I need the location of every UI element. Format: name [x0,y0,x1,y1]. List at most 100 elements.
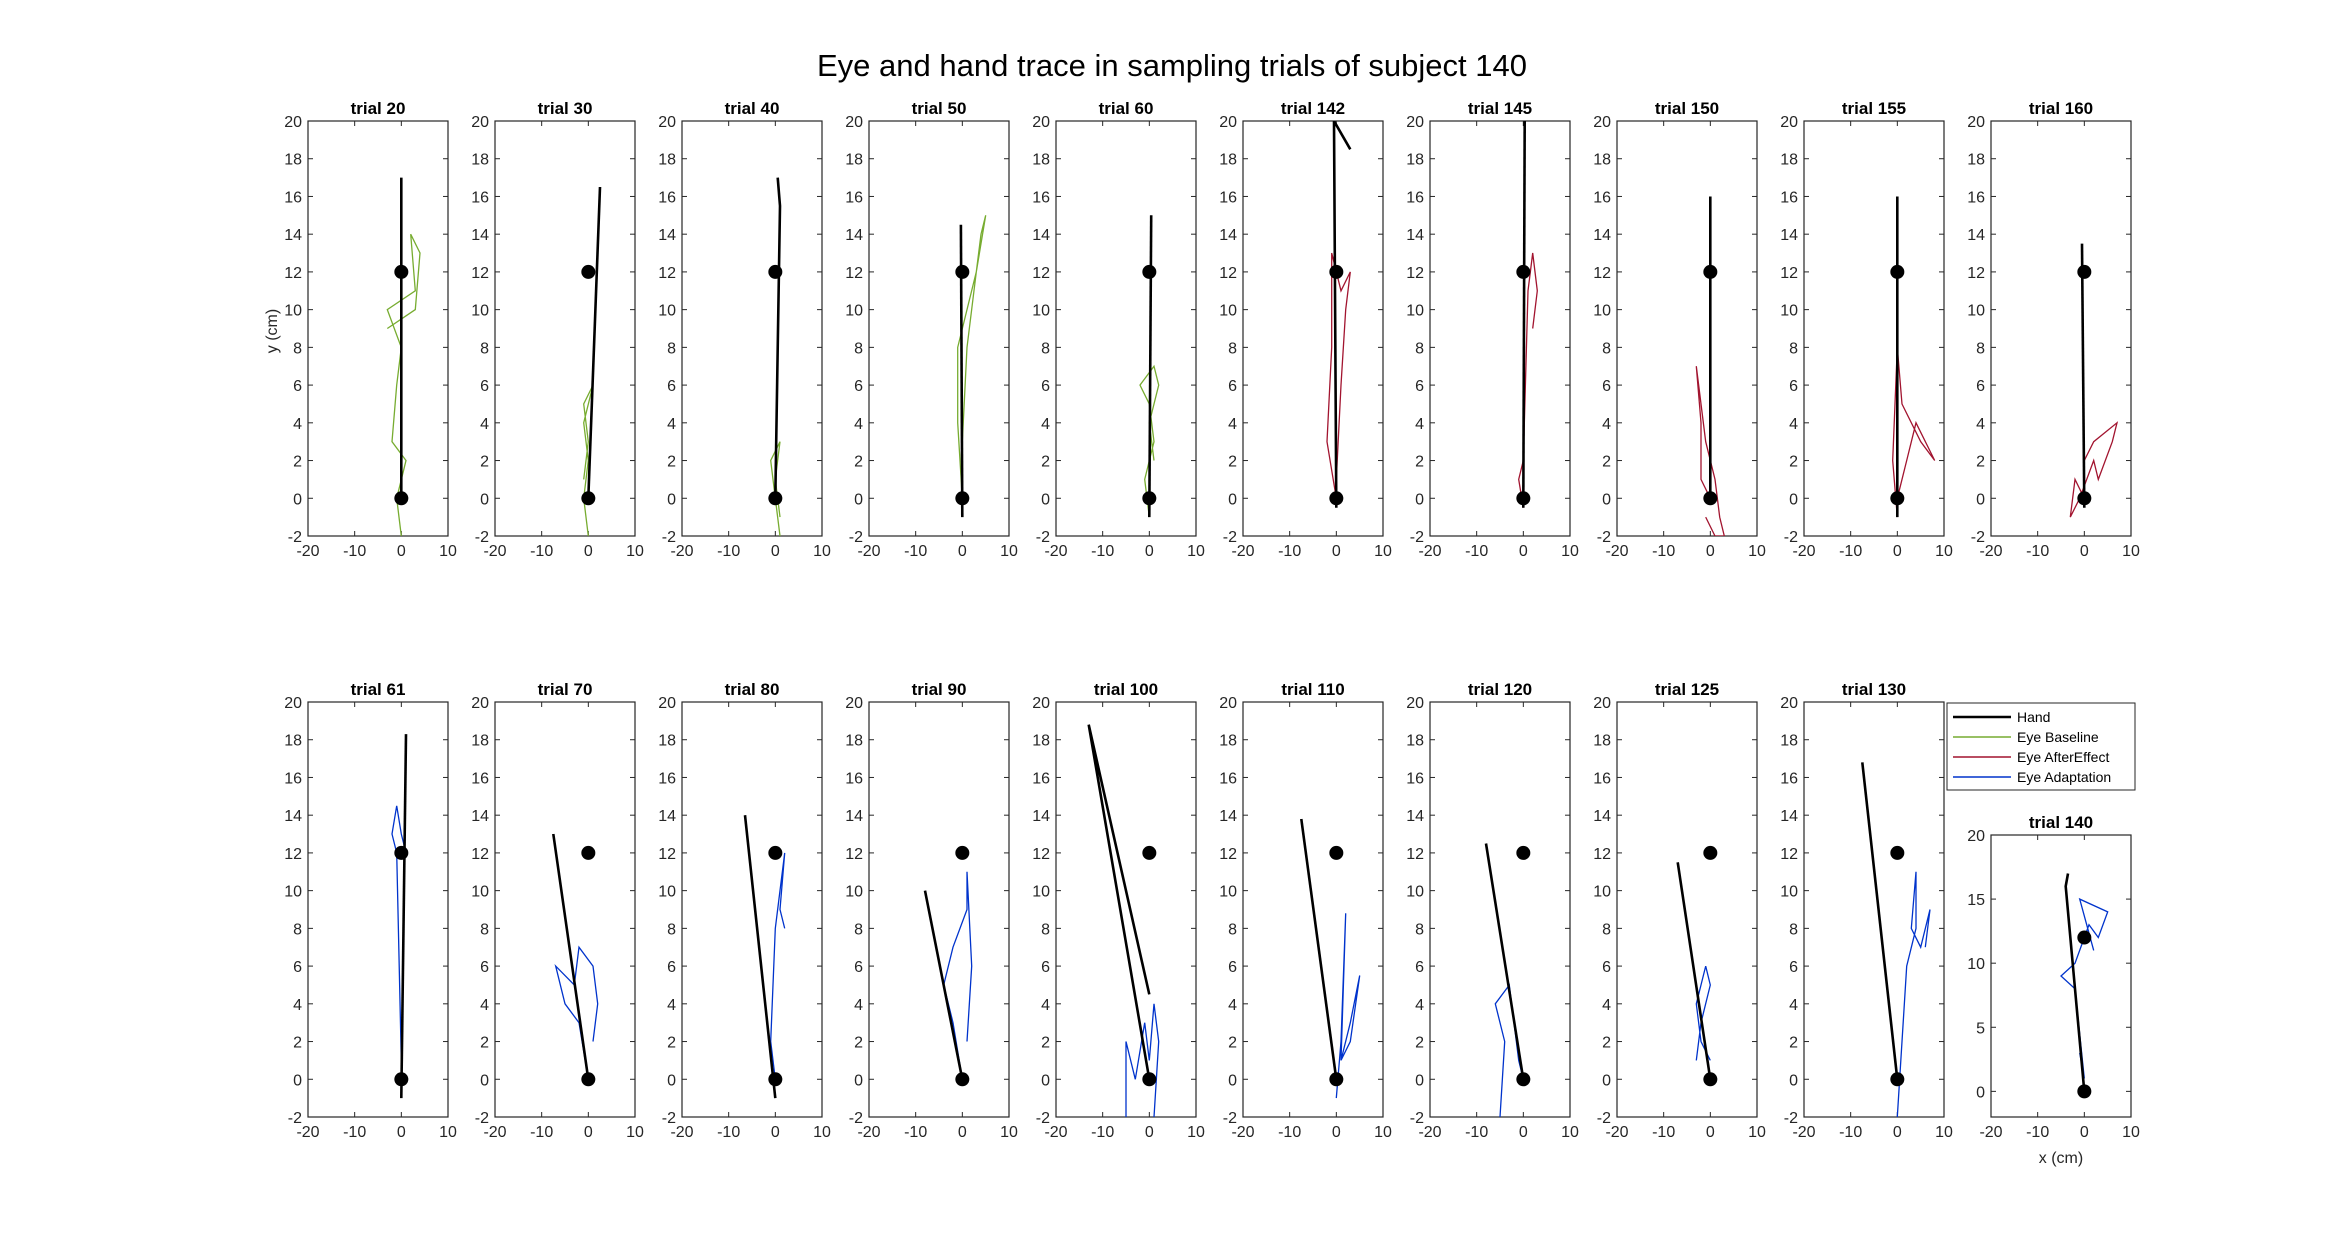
x-tick-label: -10 [530,543,553,560]
y-tick-label: 4 [293,997,302,1014]
eye-trace [583,384,594,536]
y-tick-label: 0 [854,491,863,508]
y-tick-label: 18 [845,152,863,169]
y-tick-label: 0 [1789,1072,1798,1089]
y-tick-label: 8 [1976,340,1985,357]
y-tick-label: 10 [1593,303,1611,320]
x-tick-label: -20 [1044,543,1067,560]
y-tick-label: 8 [1789,921,1798,938]
y-tick-label: 14 [1406,808,1424,825]
y-tick-label: 2 [1228,454,1237,471]
y-tick-label: 6 [293,378,302,395]
y-tick-label: 10 [1967,303,1985,320]
y-tick-label: 0 [480,491,489,508]
axes-box [1803,120,1945,537]
y-tick-label: -2 [1410,1110,1424,1127]
y-tick-label: 0 [1602,1072,1611,1089]
y-tick-label: 20 [471,695,489,712]
subplot-title: trial 142 [1281,99,1345,118]
target-marker [1516,491,1531,506]
target-marker [1329,1072,1344,1087]
x-tick-label: 10 [1000,1124,1018,1141]
y-tick-label: 2 [854,454,863,471]
target-marker [1329,491,1344,506]
y-tick-label: 10 [1406,884,1424,901]
y-tick-label: 6 [1415,378,1424,395]
y-tick-label: 6 [480,959,489,976]
y-tick-label: 12 [1032,265,1050,282]
x-tick-label: 10 [626,543,644,560]
y-tick-label: 10 [284,303,302,320]
eye-trace [770,852,786,1080]
y-tick-label: 10 [1219,884,1237,901]
subplot-title: trial 145 [1468,99,1532,118]
y-tick-label: 20 [471,114,489,131]
target-marker [768,264,783,279]
y-tick-label: 2 [480,454,489,471]
x-tick-label: 0 [1145,1124,1154,1141]
x-tick-label: 0 [1145,543,1154,560]
y-tick-label: 8 [1228,340,1237,357]
subplot-title: trial 60 [1099,99,1154,118]
y-tick-label: 4 [854,997,863,1014]
eye-trace [1326,252,1351,499]
subplot-title: trial 80 [725,680,780,699]
y-tick-label: 10 [1032,303,1050,320]
y-tick-label: 12 [1219,846,1237,863]
subplot-title: trial 130 [1842,680,1906,699]
y-tick-label: 8 [480,921,489,938]
x-tick-label: -20 [296,1124,319,1141]
target-marker [2077,930,2092,945]
target-marker [1890,845,1905,860]
y-tick-label: 14 [1032,808,1050,825]
y-tick-label: -2 [288,1110,302,1127]
y-tick-label: 18 [1780,152,1798,169]
target-marker [1516,264,1531,279]
x-tick-label: 10 [1561,1124,1579,1141]
y-tick-label: 10 [1593,884,1611,901]
y-tick-label: 4 [1602,997,1611,1014]
y-tick-label: 8 [1602,340,1611,357]
y-tick-label: 14 [1219,808,1237,825]
eye-trace [957,215,987,499]
y-tick-label: 20 [1967,114,1985,131]
y-tick-label: 14 [1593,808,1611,825]
target-marker [394,845,409,860]
axes-box [868,701,1010,1118]
x-tick-label: 10 [439,1124,457,1141]
subplot-title: trial 70 [538,680,593,699]
y-tick-label: 4 [480,416,489,433]
eye-trace [391,805,407,1061]
y-tick-label: 18 [1406,733,1424,750]
y-tick-label: -2 [662,529,676,546]
y-tick-label: 14 [1032,227,1050,244]
y-tick-label: 8 [480,340,489,357]
y-tick-label: 0 [1976,491,1985,508]
x-tick-label: -10 [2026,1124,2049,1141]
y-tick-label: 12 [471,265,489,282]
y-tick-label: 16 [284,770,302,787]
y-tick-label: 2 [1415,1035,1424,1052]
x-tick-label: 10 [1187,543,1205,560]
x-tick-label: 10 [1000,543,1018,560]
y-tick-label: 6 [1602,378,1611,395]
y-tick-label: 20 [1593,114,1611,131]
y-tick-label: 20 [1780,695,1798,712]
target-marker [1890,491,1905,506]
y-tick-label: 18 [471,733,489,750]
x-tick-label: 10 [813,1124,831,1141]
hand-trace [400,734,408,1099]
y-tick-label: 14 [1780,808,1798,825]
x-tick-label: 10 [2122,543,2140,560]
y-tick-label: 16 [1406,770,1424,787]
x-tick-label: -20 [857,543,880,560]
y-tick-label: 0 [1228,491,1237,508]
x-tick-label: 10 [1935,543,1953,560]
y-tick-label: 10 [845,303,863,320]
